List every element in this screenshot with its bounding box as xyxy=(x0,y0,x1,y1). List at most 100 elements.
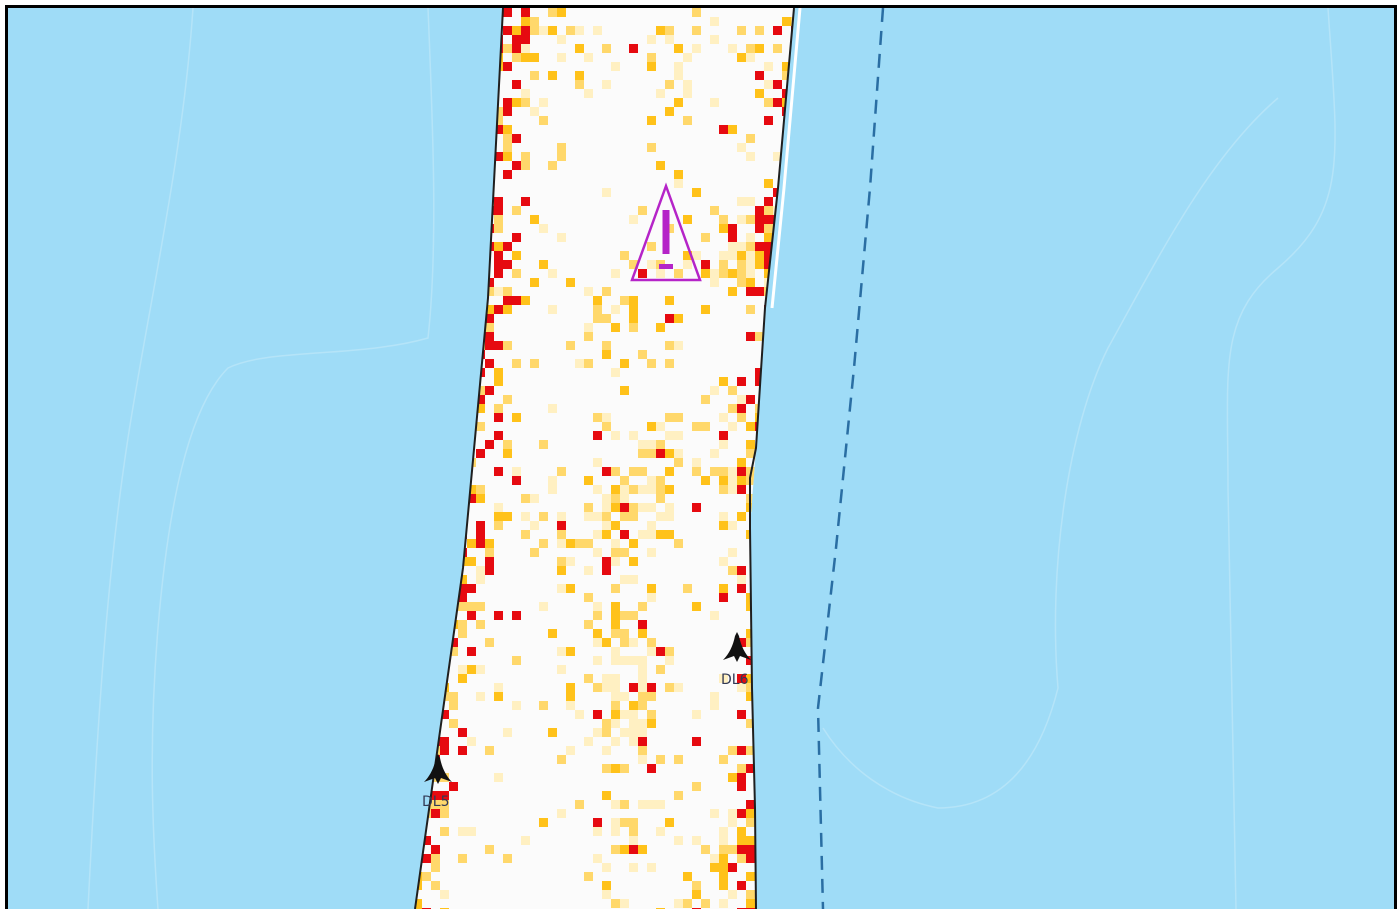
heat-cell xyxy=(530,17,539,26)
heat-cell xyxy=(557,566,566,575)
heat-cell xyxy=(692,26,701,35)
heat-cell xyxy=(494,287,503,296)
heat-cell xyxy=(494,512,503,521)
heat-cell xyxy=(692,188,701,197)
heat-cell xyxy=(629,719,638,728)
heat-cell xyxy=(467,494,476,503)
heat-cell xyxy=(521,35,530,44)
heat-cell xyxy=(521,8,530,17)
heat-cell xyxy=(674,62,683,71)
heat-cell xyxy=(620,485,629,494)
heat-cell xyxy=(692,890,701,899)
heat-cell xyxy=(692,422,701,431)
heat-cell xyxy=(485,845,494,854)
heat-cell xyxy=(557,755,566,764)
heat-cell xyxy=(674,44,683,53)
heat-cell xyxy=(485,548,494,557)
heat-cell xyxy=(755,44,764,53)
heat-cell xyxy=(611,710,620,719)
heat-cell xyxy=(665,359,674,368)
heat-cell xyxy=(629,575,638,584)
heat-cell xyxy=(530,521,539,530)
heat-cell xyxy=(593,314,602,323)
heat-cell xyxy=(557,539,566,548)
heat-cell xyxy=(674,269,683,278)
heat-cell xyxy=(548,26,557,35)
heat-cell xyxy=(593,26,602,35)
heat-cell xyxy=(665,467,674,476)
heat-cell xyxy=(557,467,566,476)
heat-cell xyxy=(467,647,476,656)
heat-cell xyxy=(719,593,728,602)
heat-cell xyxy=(575,26,584,35)
heat-cell xyxy=(584,566,593,575)
heat-cell xyxy=(494,404,503,413)
heat-cell xyxy=(494,377,503,386)
heat-cell xyxy=(458,854,467,863)
heat-cell xyxy=(647,116,656,125)
heat-cell xyxy=(710,17,719,26)
heat-cell xyxy=(611,323,620,332)
heat-cell xyxy=(620,494,629,503)
heat-cell xyxy=(602,764,611,773)
map-viewport[interactable]: DL6 DL5 xyxy=(5,5,1397,909)
heat-cell xyxy=(701,305,710,314)
heat-cell xyxy=(539,116,548,125)
heat-cell xyxy=(728,746,737,755)
heat-cell xyxy=(728,269,737,278)
heat-cell xyxy=(611,503,620,512)
heat-cell xyxy=(458,593,467,602)
map-canvas[interactable]: DL6 DL5 xyxy=(8,8,1394,909)
heat-cell xyxy=(503,107,512,116)
heat-cell xyxy=(728,467,737,476)
heat-cell xyxy=(764,251,773,260)
heat-cell xyxy=(602,521,611,530)
heat-cell xyxy=(467,539,476,548)
heat-cell xyxy=(548,71,557,80)
heat-cell xyxy=(602,890,611,899)
heat-cell xyxy=(530,494,539,503)
heat-cell xyxy=(674,899,683,908)
heat-cell xyxy=(656,647,665,656)
heat-cell xyxy=(611,683,620,692)
heat-cell xyxy=(494,413,503,422)
heat-cell xyxy=(431,863,440,872)
heat-cell xyxy=(638,800,647,809)
heat-cell xyxy=(629,728,638,737)
heat-cell xyxy=(539,224,548,233)
heat-cell xyxy=(737,26,746,35)
beacon-marker-dl6[interactable]: DL6 xyxy=(721,632,751,688)
heat-cell xyxy=(692,467,701,476)
heat-cell xyxy=(584,89,593,98)
heat-cell xyxy=(593,683,602,692)
heat-cell xyxy=(476,494,485,503)
heat-cell xyxy=(755,251,764,260)
heat-cell xyxy=(656,422,665,431)
heat-cell xyxy=(746,809,755,818)
heat-cell xyxy=(548,728,557,737)
heat-cell xyxy=(593,296,602,305)
heat-cell xyxy=(449,692,458,701)
heat-cell xyxy=(485,386,494,395)
heat-cell xyxy=(755,242,764,251)
warning-triangle-icon[interactable] xyxy=(630,182,702,282)
heat-cell xyxy=(611,62,620,71)
heat-cell xyxy=(629,314,638,323)
heat-cell xyxy=(647,35,656,44)
heat-cell xyxy=(485,359,494,368)
heat-cell xyxy=(719,872,728,881)
heat-cell xyxy=(620,710,629,719)
heat-cell xyxy=(737,566,746,575)
heat-cell xyxy=(611,827,620,836)
heat-cell xyxy=(566,557,575,566)
heat-cell xyxy=(458,674,467,683)
heat-cell xyxy=(665,503,674,512)
heat-cell xyxy=(557,557,566,566)
heat-cell xyxy=(638,845,647,854)
heat-cell xyxy=(476,575,485,584)
heat-cell xyxy=(719,674,728,683)
beacon-marker-dl5[interactable]: DL5 xyxy=(422,754,452,810)
heat-cell xyxy=(656,494,665,503)
heat-cell xyxy=(755,89,764,98)
heat-cell xyxy=(566,584,575,593)
